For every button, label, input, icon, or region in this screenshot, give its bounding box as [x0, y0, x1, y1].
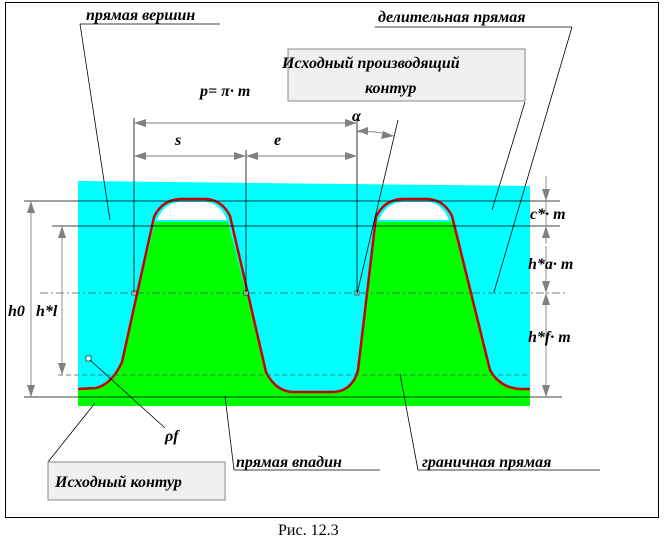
label-c-star-m: c*· m	[530, 206, 566, 223]
fillet-point-marker	[85, 355, 92, 362]
arrowhead	[27, 201, 35, 213]
label-limit-line: граничная прямая	[422, 454, 551, 471]
leader-root-line	[224, 395, 235, 471]
label-alpha: α	[352, 108, 362, 125]
label-basic-contour: Исходный контур	[54, 474, 182, 491]
basic-contour-box	[47, 461, 226, 501]
arrowhead	[542, 293, 550, 305]
alpha-reference-line	[356, 119, 399, 295]
arrowhead	[234, 152, 246, 160]
arrowhead	[27, 385, 35, 397]
label-h-f-m: h*f· m	[528, 329, 571, 346]
arrowhead	[542, 226, 550, 238]
leader-tip-line	[79, 23, 111, 221]
label-pitch-line: делительная прямая	[378, 9, 525, 26]
leader-pitch-line	[493, 26, 573, 293]
label-h0: h0	[8, 303, 25, 320]
label-rho-f: ρf	[164, 428, 180, 445]
label-tip-line: прямая вершин	[86, 7, 195, 24]
arrowhead	[58, 363, 66, 375]
label-root-line: прямая впадин	[236, 454, 342, 471]
label-s: s	[174, 132, 181, 149]
leader-basic-contour	[47, 402, 96, 463]
label-h-l: h*l	[36, 303, 58, 320]
leader-generating-contour	[491, 101, 526, 211]
arrowhead	[134, 119, 146, 127]
generating-contour-box	[287, 48, 526, 102]
arrowhead	[134, 152, 146, 160]
label-h-a-m: h*a· m	[528, 256, 573, 273]
arrowhead	[246, 152, 258, 160]
label-generating-contour-2: контур	[365, 80, 416, 97]
arrowhead	[58, 226, 66, 238]
arrowhead	[542, 189, 550, 201]
arrowhead	[542, 385, 550, 397]
label-generating-contour-1: Исходный производящий	[281, 55, 460, 72]
arrowhead	[542, 281, 550, 293]
tooth-tip-relief-1	[157, 202, 227, 220]
arrowhead	[381, 131, 394, 139]
label-pitch-formula: p= π· m	[198, 83, 250, 100]
tooth-tip-relief-2	[379, 202, 449, 220]
rack-profile-line	[77, 197, 530, 394]
arrowhead	[357, 127, 368, 135]
leader-limit-line	[399, 373, 419, 471]
arrowhead	[345, 119, 357, 127]
arrowhead	[345, 152, 357, 160]
leader-rho	[89, 359, 166, 429]
label-e: e	[274, 132, 281, 149]
figure-caption: Рис. 12.3	[278, 522, 339, 539]
green-tooth-region	[78, 222, 530, 406]
